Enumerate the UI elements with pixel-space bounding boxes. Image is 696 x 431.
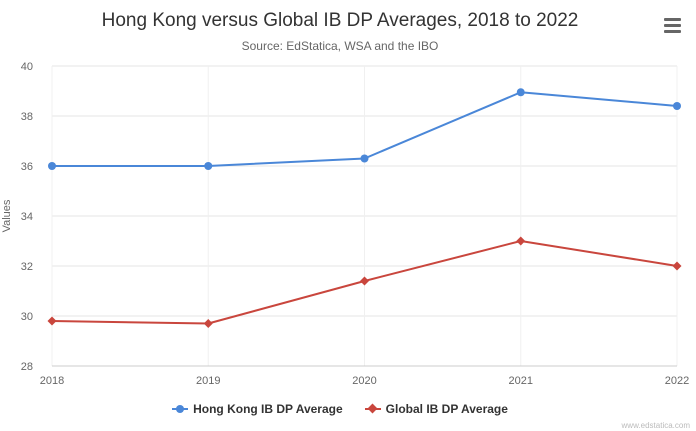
data-point <box>48 162 56 170</box>
x-tick-label: 2022 <box>665 375 689 387</box>
menu-bar <box>663 24 681 27</box>
legend-label: Hong Kong IB DP Average <box>193 402 343 416</box>
y-tick-label: 38 <box>21 111 33 123</box>
x-tick-label: 2021 <box>509 375 533 387</box>
y-tick-label: 28 <box>21 361 33 373</box>
x-tick-label: 2020 <box>352 375 376 387</box>
y-tick-label: 36 <box>21 161 33 173</box>
data-point <box>204 162 213 170</box>
menu-bar <box>663 18 681 21</box>
y-axis-label: Values <box>1 199 13 232</box>
legend-diamond-marker-icon <box>364 403 381 414</box>
y-tick-label: 32 <box>21 261 33 273</box>
data-point <box>360 276 369 286</box>
data-point <box>203 319 213 328</box>
menu-bar <box>663 30 681 33</box>
data-point <box>673 102 681 110</box>
x-tick-label: 2019 <box>196 375 220 387</box>
hamburger-menu-icon[interactable] <box>658 13 686 39</box>
data-point <box>47 316 57 326</box>
legend-label: Global IB DP Average <box>385 402 508 416</box>
chart-subtitle: Source: EdStatica, WSA and the IBO <box>241 39 439 53</box>
chart-title: Hong Kong versus Global IB DP Averages, … <box>101 10 579 31</box>
legend-circle-marker-icon <box>172 404 189 414</box>
y-tick-label: 40 <box>21 61 33 73</box>
legend-item-hong-kong[interactable]: Hong Kong IB DP Average <box>172 402 343 416</box>
watermark: www.edstatica.com <box>621 421 690 430</box>
y-tick-label: 34 <box>21 211 33 223</box>
legend: Hong Kong IB DP Average Global IB DP Ave… <box>0 402 680 416</box>
legend-item-global[interactable]: Global IB DP Average <box>364 402 508 416</box>
data-point <box>516 88 525 97</box>
data-point <box>516 236 526 246</box>
y-tick-label: 30 <box>21 311 33 323</box>
data-point <box>672 261 682 271</box>
x-tick-label: 2018 <box>40 375 64 387</box>
data-point <box>360 154 369 163</box>
